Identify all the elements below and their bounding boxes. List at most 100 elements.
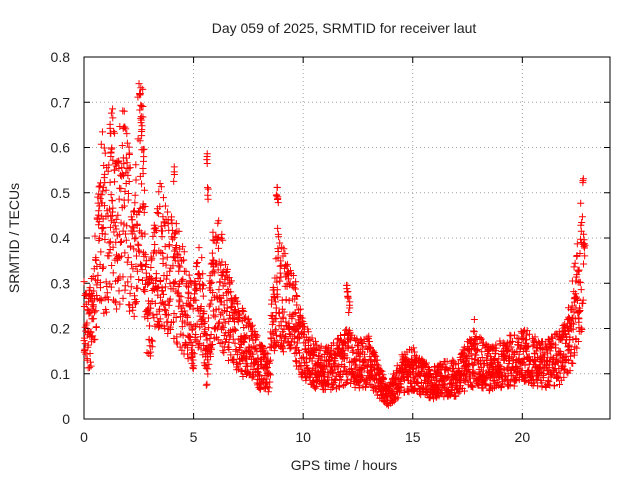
data-point (209, 236, 217, 244)
data-point (422, 359, 430, 367)
data-point (156, 293, 164, 301)
data-point (123, 130, 131, 138)
y-axis-label: SRMTID / TECUs (6, 183, 22, 293)
data-point (125, 301, 133, 309)
data-point (111, 166, 119, 174)
data-point (265, 359, 273, 367)
data-point (98, 128, 106, 136)
data-point (530, 357, 538, 365)
data-point (82, 350, 90, 358)
data-point (146, 309, 154, 317)
data-point (265, 369, 273, 377)
data-point (111, 178, 119, 186)
data-point (302, 376, 310, 384)
data-point (137, 113, 145, 121)
data-point (86, 284, 94, 292)
data-point (208, 249, 216, 257)
data-point (98, 191, 106, 199)
data-point (470, 327, 478, 335)
data-point (506, 378, 514, 386)
data-point (96, 234, 104, 242)
data-point (280, 308, 288, 316)
data-point (345, 308, 353, 316)
data-point (244, 315, 252, 323)
data-point (273, 191, 281, 199)
data-point (285, 342, 293, 350)
data-point (123, 159, 131, 167)
data-point (276, 269, 284, 277)
data-point (96, 284, 104, 292)
data-point (102, 308, 110, 316)
data-point (545, 357, 553, 365)
data-point (102, 278, 110, 286)
data-point (461, 387, 469, 395)
data-point (212, 323, 220, 331)
data-point (120, 160, 128, 168)
data-point (236, 310, 244, 318)
data-point (109, 156, 117, 164)
data-point (193, 259, 201, 267)
data-point (523, 327, 531, 335)
data-point (265, 357, 273, 365)
data-point (389, 389, 397, 397)
data-point (184, 344, 192, 352)
data-point (93, 292, 101, 300)
data-point (241, 333, 249, 341)
data-point (170, 309, 178, 317)
data-point (107, 109, 115, 117)
data-point (263, 383, 271, 391)
data-point (149, 337, 157, 345)
data-point (95, 190, 103, 198)
data-point (298, 314, 306, 322)
x-axis-label: GPS time / hours (291, 457, 398, 473)
data-point (348, 343, 356, 351)
data-point (400, 376, 408, 384)
data-point (162, 307, 170, 315)
data-point (109, 114, 117, 122)
data-point (219, 324, 227, 332)
data-point (520, 327, 528, 335)
y-tick-label: 0 (62, 411, 70, 427)
data-point (344, 342, 352, 350)
data-point (176, 263, 184, 271)
data-point (138, 266, 146, 274)
data-point (580, 244, 588, 252)
data-point (578, 218, 586, 226)
data-point (163, 253, 171, 261)
data-point (478, 354, 486, 362)
data-point (162, 275, 170, 283)
y-tick-label: 0.7 (51, 94, 71, 110)
data-point (209, 340, 217, 348)
data-point (571, 259, 579, 267)
data-point (164, 208, 172, 216)
data-point (106, 120, 114, 128)
data-point (195, 271, 203, 279)
data-point (109, 269, 117, 277)
data-point (471, 355, 479, 363)
data-point (173, 250, 181, 258)
data-point (118, 141, 126, 149)
data-point (138, 180, 146, 188)
data-point (131, 235, 139, 243)
data-point (370, 348, 378, 356)
data-point (199, 292, 207, 300)
data-point (248, 321, 256, 329)
data-point (112, 225, 120, 233)
data-point (212, 232, 220, 240)
data-point (131, 191, 139, 199)
data-point (144, 306, 152, 314)
y-tick-label: 0.8 (51, 49, 71, 65)
data-point (135, 248, 143, 256)
data-point (340, 382, 348, 390)
data-point (489, 385, 497, 393)
data-point (335, 362, 343, 370)
data-point (93, 281, 101, 289)
data-point (195, 339, 203, 347)
data-point (251, 328, 259, 336)
data-point (190, 350, 198, 358)
data-point (154, 283, 162, 291)
data-point (377, 367, 385, 375)
data-point (125, 164, 133, 172)
data-point (220, 315, 228, 323)
